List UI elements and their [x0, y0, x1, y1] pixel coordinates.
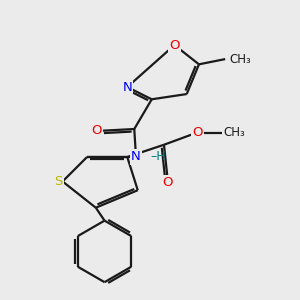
Text: CH₃: CH₃ [224, 126, 245, 139]
Text: O: O [162, 176, 173, 189]
Text: N: N [122, 81, 132, 94]
Text: –H: –H [150, 151, 166, 164]
Text: O: O [192, 126, 202, 139]
Text: N: N [131, 151, 141, 164]
Text: S: S [54, 175, 63, 188]
Text: CH₃: CH₃ [230, 52, 251, 66]
Text: O: O [169, 39, 180, 52]
Text: O: O [92, 124, 102, 137]
